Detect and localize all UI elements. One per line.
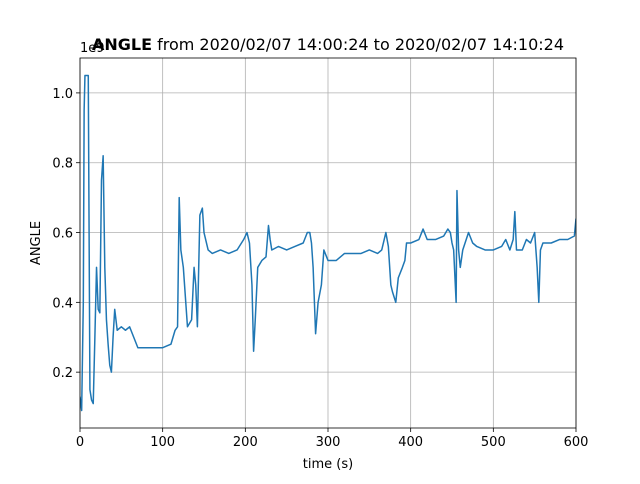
title-rest: from 2020/02/07 14:00:24 to 2020/02/07 1… — [157, 35, 564, 54]
title-bold: ANGLE — [92, 35, 152, 54]
x-tick-label: 400 — [398, 435, 423, 450]
plot-frame — [79, 57, 577, 429]
y-tick-label: 0.2 — [52, 366, 73, 381]
x-tick-label: 100 — [150, 435, 175, 450]
y-axis-label: ANGLE — [29, 221, 44, 265]
y-tick-label: 0.6 — [52, 227, 73, 242]
y-offset-text: 1e9 — [80, 41, 105, 56]
y-tick-label: 0.8 — [52, 157, 73, 172]
x-axis-label: time (s) — [303, 457, 353, 472]
x-tick-label: 300 — [316, 435, 341, 450]
x-tick-label: 600 — [564, 435, 589, 450]
y-tick-label: 1.0 — [52, 87, 73, 102]
chart-title: ANGLE from 2020/02/07 14:00:24 to 2020/0… — [92, 35, 564, 54]
x-tick-label: 0 — [76, 435, 84, 450]
x-tick-label: 500 — [481, 435, 506, 450]
data-line — [80, 74, 576, 412]
x-tick-label: 200 — [233, 435, 258, 450]
y-tick-label: 0.4 — [52, 296, 73, 311]
